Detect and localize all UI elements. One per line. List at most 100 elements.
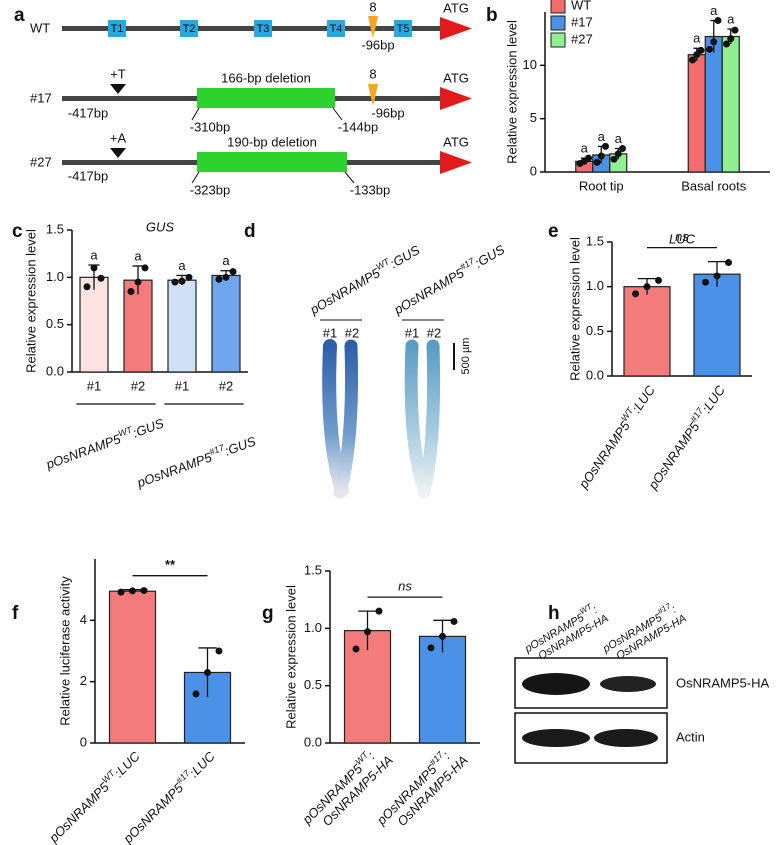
data-point [90,264,98,272]
chart-title: GUS [146,219,175,234]
insertion-marker [110,148,126,158]
start-codon: ATG [443,134,469,149]
data-point [619,145,626,153]
label-part: pOsNRAMP5 [134,450,214,491]
band [522,729,590,747]
x-tick-label: #1 [175,378,189,393]
site-label: T1 [111,23,124,35]
legend-swatch [550,0,566,14]
marker-position: -96bp [361,37,394,52]
panel-label: h [548,603,560,624]
data-point [706,45,713,53]
insertion-position: -417bp [68,168,108,183]
staining-image: pOsNRAMP5WT:GUS pOsNRAMP5#17:GUS #1 #2 #… [307,242,508,499]
line-label: #1 [405,325,419,340]
y-axis-label: Relative expression level [283,585,298,729]
y-tick-label: 4 [80,612,87,627]
marker-position: -96bp [371,105,404,120]
data-point [439,632,446,640]
label-part: :LUC [629,383,659,416]
data-point [697,46,705,54]
insertion-marker [110,84,126,94]
deletion-box [197,152,347,172]
deletion-start: -310bp [190,119,230,134]
label-part: :GUS [223,434,258,459]
significance-letter: a [134,248,142,263]
significance-letter: a [90,247,98,262]
y-tick-label: 0.5 [586,323,604,338]
bar [211,274,241,373]
line-label: #1 [323,325,337,340]
data-point [585,154,592,162]
target-site [394,20,412,37]
arrow [440,87,472,110]
y-tick-label: 2 [80,673,87,688]
data-point [727,35,735,43]
y-tick-label: 5 [530,110,537,125]
target-site [180,20,198,37]
marker [368,16,378,38]
label-part: :LUC [111,749,143,781]
bar [418,635,467,744]
data-point [352,645,360,653]
label-part: :LUC [699,383,729,416]
y-axis-label: Relative expression level [23,229,38,373]
data-point [222,273,230,281]
bar [704,35,723,173]
marker-label: 8 [369,66,376,81]
data-point [632,290,639,298]
category-label: pOsNRAMP5#17:GUS [134,432,258,491]
band-label: OsNRAMP5-HA [676,675,770,690]
bar [687,54,706,173]
row-label: WT [30,20,50,35]
data-point [710,38,718,46]
label-part: pOsNRAMP5 [120,780,187,845]
target-site [254,20,272,37]
deletion-end: -144bp [338,119,378,134]
legend-swatch [550,15,566,31]
y-tick-label: 1.5 [304,562,322,577]
label-part: pOsNRAMP5 [576,418,634,492]
x-tick-label: Root tip [579,178,624,193]
x-tick-label: #2 [219,378,233,393]
panel-label: g [262,603,274,624]
data-point [171,278,179,286]
leader [191,171,200,184]
significance-letter: a [581,141,589,156]
comparison-label: ns [398,579,412,594]
start-codon: ATG [443,0,469,15]
label-part: :LUC [186,749,218,781]
data-point [610,155,618,163]
significance-letter: a [710,3,718,18]
category-label: pOsNRAMP5WT:GUS [43,414,166,473]
data-point [215,647,223,655]
data-point [229,268,237,276]
y-tick-label: 0 [530,163,537,178]
data-point [725,259,732,267]
y-axis-label: Relative expression level [504,20,519,164]
data-point [83,283,91,291]
significance-letter: a [693,31,701,46]
y-tick-label: 0.0 [46,363,64,378]
site-label: T2 [183,23,196,35]
data-point [693,51,701,59]
label-part: pOsNRAMP5 [307,265,384,318]
data-point [129,587,136,595]
data-point [127,288,135,296]
label-part: pOsNRAMP5 [391,265,468,318]
data-point [97,274,105,282]
significance-letter: a [178,258,186,273]
data-point [602,142,609,150]
significance-letter: a [598,129,606,144]
data-point [117,588,125,596]
legend-swatch [550,32,566,48]
data-point [655,276,662,284]
data-point [134,278,142,286]
insertion-label: +T [110,66,126,81]
start-codon: ATG [443,70,469,85]
data-point [178,277,186,285]
y-tick-label: 0.5 [304,677,322,692]
data-point [140,587,148,595]
marker-label: 8 [369,0,376,14]
